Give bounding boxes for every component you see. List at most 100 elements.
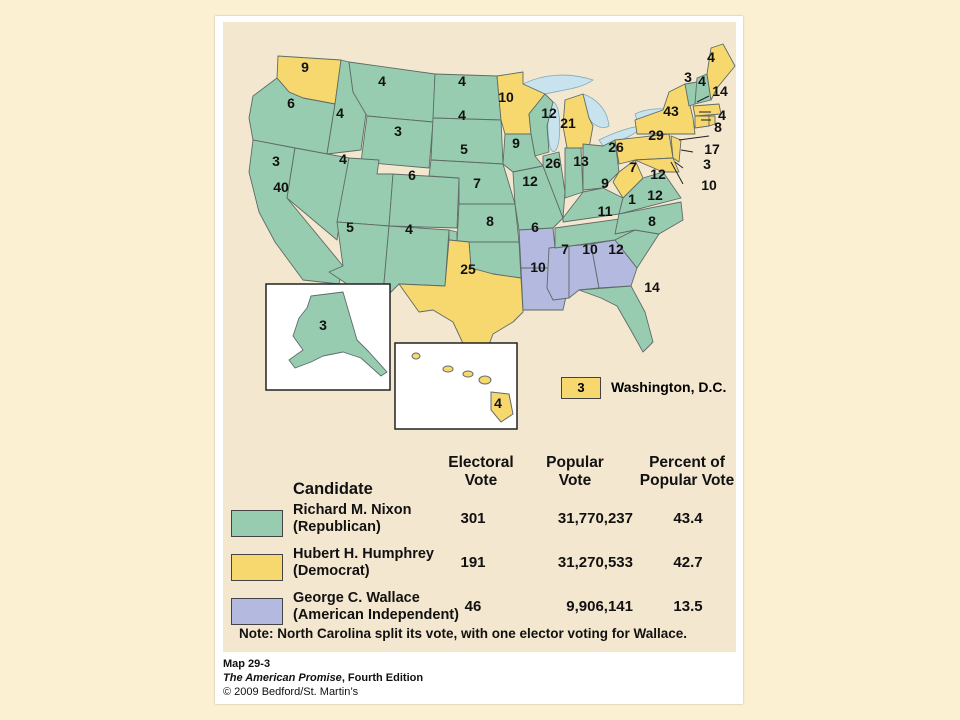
header-candidate: Candidate — [293, 480, 373, 498]
state-maine — [706, 43, 736, 101]
state-electoral-label: 10 — [582, 241, 598, 257]
states-south — [518, 159, 684, 353]
legend-row-nixon: Richard M. Nixon (Republican) 301 31,770… — [223, 500, 736, 548]
header-percent-popular-vote: Percent of Popular Vote — [639, 454, 735, 489]
percent-popular-vote: 13.5 — [673, 598, 703, 615]
book-line: The American Promise, Fourth Edition — [223, 671, 723, 685]
state-nevada — [286, 147, 350, 241]
map-id: Map 29-3 — [223, 658, 271, 670]
state-electoral-label: 8 — [486, 213, 494, 229]
credits: Map 29-3 The American Promise, Fourth Ed… — [223, 657, 723, 699]
candidate-name-line1: Richard M. Nixon — [293, 502, 412, 518]
state-new-mexico — [382, 225, 450, 295]
book-edition: , Fourth Edition — [341, 672, 424, 684]
state-electoral-label: 9 — [301, 59, 309, 75]
state-electoral-label: 8 — [648, 213, 656, 229]
state-electoral-label: 4 — [698, 73, 706, 89]
state-electoral-label: 12 — [608, 241, 624, 257]
state-electoral-label: 14 — [644, 279, 660, 295]
swatch-humphrey — [231, 554, 283, 581]
candidate-name-line1: George C. Wallace — [293, 590, 420, 606]
state-electoral-label: 21 — [560, 115, 576, 131]
swatch-wallace — [231, 598, 283, 625]
legend-row-humphrey: Hubert H. Humphrey (Democrat) 191 31,270… — [223, 544, 736, 592]
state-electoral-label: 3 — [394, 123, 402, 139]
state-alaska — [288, 291, 388, 377]
state-electoral-label: 12 — [650, 166, 666, 182]
state-electoral-label: 6 — [408, 167, 416, 183]
state-electoral-label: 12 — [522, 173, 538, 189]
electoral-vote: 191 — [460, 554, 486, 571]
state-electoral-label: 6 — [531, 219, 539, 235]
state-electoral-label: 43 — [663, 103, 679, 119]
candidate-party: (Democrat) — [293, 563, 370, 579]
candidate-name: Richard M. Nixon (Republican) — [293, 502, 493, 536]
state-electoral-label: 26 — [545, 155, 561, 171]
state-electoral-label: 3 — [684, 69, 692, 85]
legend-header: Candidate Electoral Vote Popular Vote Pe… — [223, 454, 736, 516]
electoral-vote: 46 — [464, 598, 482, 615]
state-electoral-label: 25 — [460, 261, 476, 277]
state-electoral-label: 26 — [608, 139, 624, 155]
state-electoral-label: 3 — [272, 153, 280, 169]
copyright: © 2009 Bedford/St. Martin’s — [223, 686, 359, 698]
state-florida — [578, 285, 654, 353]
states-plains — [398, 73, 524, 361]
map-note: Note: North Carolina split its vote, wit… — [239, 626, 688, 641]
electoral-vote: 301 — [460, 510, 486, 527]
state-electoral-label: 10 — [530, 259, 546, 275]
swatch-nixon — [231, 510, 283, 537]
state-michigan — [562, 93, 594, 149]
state-electoral-label: 7 — [473, 175, 481, 191]
candidate-name: George C. Wallace (American Independent) — [293, 590, 493, 624]
state-electoral-label: 40 — [273, 179, 289, 195]
leader-lines — [670, 95, 711, 185]
state-electoral-label: 4 — [458, 73, 466, 89]
state-electoral-label: 5 — [460, 141, 468, 157]
state-hawaii — [411, 352, 514, 423]
state-electoral-label: 10 — [701, 177, 717, 193]
state-electoral-label: 5 — [346, 219, 354, 235]
candidate-party: (American Independent) — [293, 607, 459, 623]
state-electoral-label: 3 — [319, 317, 327, 333]
dc-swatch: 3 — [561, 377, 601, 399]
state-electoral-label: 4 — [494, 395, 502, 411]
state-rhode-island — [708, 115, 716, 127]
state-new-jersey — [670, 135, 682, 163]
state-electoral-label: 29 — [648, 127, 664, 143]
state-maryland — [634, 157, 680, 173]
state-north-carolina — [614, 201, 684, 235]
state-electoral-label: 7 — [629, 159, 637, 175]
states-northeast — [614, 43, 736, 173]
slide-frame: 9 4 4 10 4 6 4 3 4 12 21 43 14 3 4 8 4 9 5 26 13 26 29 17 3 3 4 6 7 1… — [215, 16, 743, 704]
state-north-dakota — [432, 73, 502, 121]
state-electoral-label: 13 — [573, 153, 589, 169]
map-panel: 9 4 4 10 4 6 4 3 4 12 21 43 14 3 4 8 4 9 5 26 13 26 29 17 3 3 4 6 7 1… — [223, 22, 736, 652]
state-electoral-label: 6 — [287, 95, 295, 111]
state-electoral-label: 12 — [647, 187, 663, 203]
state-electoral-label: 9 — [601, 175, 609, 191]
state-electoral-label: 4 — [707, 49, 715, 65]
state-wyoming — [360, 115, 434, 169]
state-electoral-label: 4 — [458, 107, 466, 123]
percent-popular-vote: 43.4 — [673, 510, 703, 527]
header-electoral-vote: Electoral Vote — [448, 454, 514, 489]
dc-label: Washington, D.C. — [611, 379, 727, 395]
book-title: The American Promise — [223, 672, 342, 684]
percent-popular-vote: 42.7 — [673, 554, 703, 571]
states-west — [248, 55, 460, 295]
legend-row-wallace: George C. Wallace (American Independent)… — [223, 588, 736, 636]
candidate-name-line1: Hubert H. Humphrey — [293, 546, 434, 562]
state-electoral-label: 4 — [718, 107, 726, 123]
state-connecticut — [694, 115, 710, 129]
state-electoral-label: 4 — [336, 105, 344, 121]
header-popular-vote: Popular Vote — [546, 454, 604, 489]
state-electoral-label: 4 — [378, 73, 386, 89]
state-electoral-label: 1 — [628, 191, 636, 207]
state-electoral-label: 3 — [703, 156, 711, 172]
state-massachusetts — [692, 103, 722, 117]
state-electoral-label: 8 — [714, 119, 722, 135]
state-new-york — [634, 83, 696, 135]
